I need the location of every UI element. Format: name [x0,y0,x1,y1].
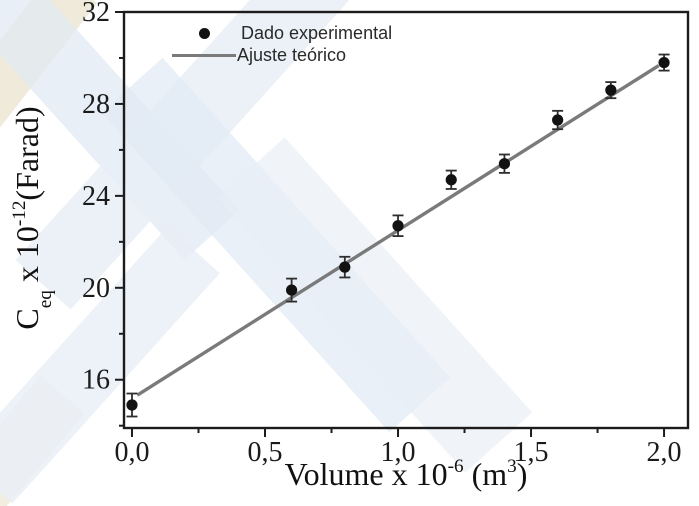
data-point [498,158,511,170]
y-tick-label: 28 [82,89,110,120]
x-tick-label: 1,5 [514,437,549,468]
data-point [339,261,351,273]
legend-item-fit: Ajuste teórico [172,44,392,66]
y-tick-label: 16 [82,365,110,396]
x-title-unit-pre: (m [463,456,508,492]
y-tick-label: 20 [82,273,110,304]
chart-legend: Dado experimental Ajuste teórico [172,22,392,66]
y-title-sub: eq [34,290,56,309]
data-point [552,114,564,126]
data-point [392,220,404,232]
x-title-unit-post: ) [516,456,528,492]
data-point [445,174,457,186]
legend-line-marker-icon [172,53,236,57]
x-title-unit-exp: 3 [507,456,517,478]
x-tick-label: 0,5 [248,437,283,468]
y-title-mid: x 10 [8,226,45,291]
legend-label: Dado experimental [241,22,393,43]
x-tick-label: 0,0 [114,437,149,468]
x-title-base: Volume x 10 [284,456,448,492]
legend-item-experimental: Dado experimental [172,22,392,44]
y-tick-label: 32 [82,0,110,28]
data-point [605,84,617,96]
data-point [658,56,670,69]
plot-frame [122,10,690,430]
y-title-exp: -12 [9,200,31,227]
x-tick-label: 1,0 [381,437,416,468]
y-title-unit: (Farad) [8,106,45,201]
x-axis-title: Volume x 10-6 (m3) [124,456,688,493]
legend-dot-marker-icon [172,27,236,39]
y-axis-title: Ceq x 10-12(Farad) [8,106,56,330]
x-tick-label: 2,0 [647,437,682,468]
data-point [286,284,298,296]
legend-label: Ajuste teórico [237,44,347,65]
data-point [126,399,138,411]
x-title-exp: -6 [447,456,464,478]
y-tick-label: 24 [82,181,110,212]
y-title-base: C [8,308,45,330]
